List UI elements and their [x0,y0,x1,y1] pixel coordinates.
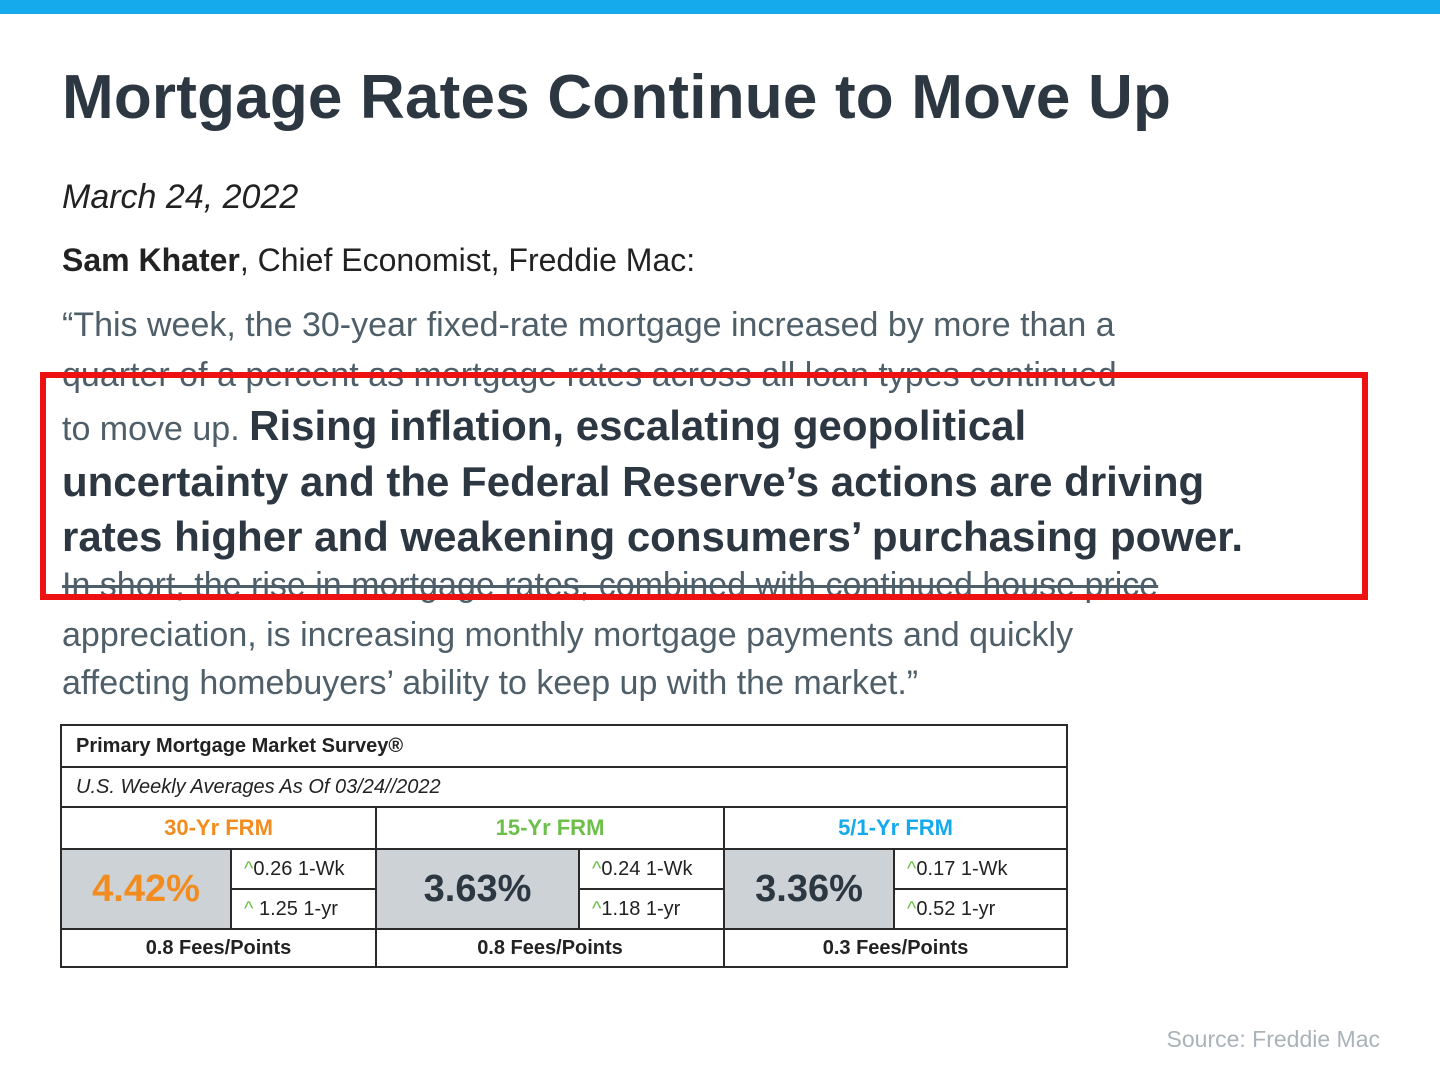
table-row: 30-Yr FRM 15-Yr FRM 5/1-Yr FRM [60,806,1069,850]
up-caret-icon: ^ [244,897,254,920]
quote-line-8: affecting homebuyers’ ability to keep up… [62,664,919,702]
product-label-5-1yr: 5/1-Yr FRM [722,806,1069,850]
change-week-15yr: ^0.24 1-Wk [578,848,725,890]
change-value: 0.17 1-Wk [916,857,1008,880]
change-year-5-1yr: ^0.52 1-yr [892,888,1069,930]
rate-15yr: 3.63% [375,848,580,930]
product-label-15yr: 15-Yr FRM [375,806,725,850]
change-year-30yr: ^ 1.25 1-yr [230,888,377,930]
rate-5-1yr: 3.36% [723,848,895,930]
rate-30yr: 4.42% [60,848,232,930]
author-role: , Chief Economist, Freddie Mac: [239,242,696,278]
source-note: Source: Freddie Mac [1166,1026,1380,1052]
author-name: Sam Khater [62,242,240,278]
fees-15yr: 0.8 Fees/Points [375,928,725,968]
up-caret-icon: ^ [907,857,917,880]
date-line: March 24, 2022 [62,178,299,216]
byline: Sam Khater, Chief Economist, Freddie Mac… [62,242,695,279]
change-value: 0.52 1-yr [916,897,996,920]
change-year-15yr: ^1.18 1-yr [578,888,725,930]
accent-bar [0,0,1440,14]
quote-line-3: to move up. Rising inflation, escalating… [62,402,1026,450]
change-value: 0.24 1-Wk [601,857,693,880]
up-caret-icon: ^ [907,897,917,920]
quote-line-4: uncertainty and the Federal Reserve’s ac… [62,458,1205,505]
quote-line-3-plain: to move up. [62,410,250,448]
up-caret-icon: ^ [244,857,254,880]
page-title: Mortgage Rates Continue to Move Up [62,63,1172,132]
change-week-5-1yr: ^0.17 1-Wk [892,848,1069,890]
mortgage-survey-table: Primary Mortgage Market Survey® U.S. Wee… [59,724,1069,968]
table-row: 0.8 Fees/Points 0.8 Fees/Points 0.3 Fees… [60,928,1069,968]
up-caret-icon: ^ [592,857,602,880]
product-label-30yr: 30-Yr FRM [60,806,377,850]
change-value: 1.18 1-yr [601,897,681,920]
fees-5-1yr: 0.3 Fees/Points [722,928,1069,968]
quote-line-1: “This week, the 30-year fixed-rate mortg… [62,306,1115,344]
change-value: 0.26 1-Wk [253,857,345,880]
table-row: ^ 1.25 1-yr ^1.18 1-yr ^0.52 1-yr [61,888,1069,930]
survey-title: Primary Mortgage Market Survey® [59,724,1069,768]
fees-30yr: 0.8 Fees/Points [60,928,377,968]
highlight-box [40,372,1368,600]
table-row: 4.42% ^0.26 1-Wk 3.63% ^0.24 1-Wk 3.36% … [60,848,1069,930]
quote-line-7: appreciation, is increasing monthly mort… [62,616,1074,654]
up-caret-icon: ^ [592,897,602,920]
quote-line-3-bold: Rising inflation, escalating geopolitica… [249,402,1027,449]
table-row: Primary Mortgage Market Survey® [59,724,1069,768]
change-value: 1.25 1-yr [253,897,338,920]
change-week-30yr: ^0.26 1-Wk [230,848,377,890]
quote-line-5: rates higher and weakening consumers’ pu… [62,513,1244,560]
survey-subtitle: U.S. Weekly Averages As Of 03/24//2022 [59,766,1069,808]
table-row: U.S. Weekly Averages As Of 03/24//2022 [59,766,1069,808]
